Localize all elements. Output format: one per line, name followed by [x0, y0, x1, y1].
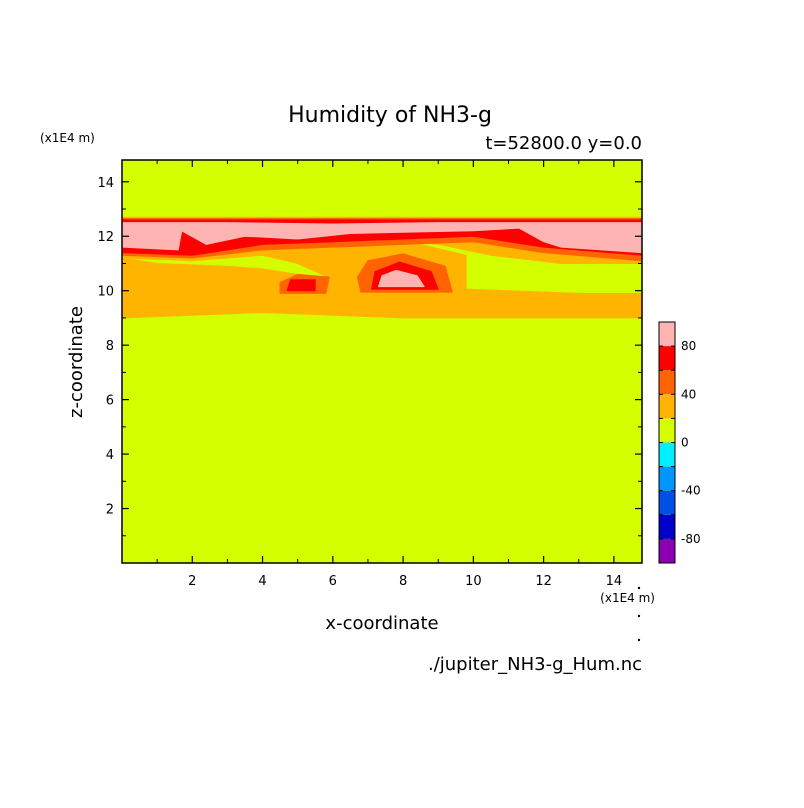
contour-region [378, 269, 425, 288]
x-tick-label: 14 [606, 574, 623, 589]
y-tick-label: 8 [106, 339, 114, 354]
x-tick-label: 10 [465, 574, 482, 589]
colorbar-label: -40 [681, 484, 701, 498]
marker-dot [637, 586, 641, 590]
chart-subtitle: t=52800.0 y=0.0 [485, 133, 642, 154]
colorbar-label: 0 [681, 436, 689, 450]
colorbar-swatch [659, 466, 675, 491]
colorbar-swatch [659, 370, 675, 395]
x-tick-label: 2 [188, 574, 196, 589]
colorbar-swatch [659, 538, 675, 563]
colorbar-label: -80 [681, 532, 701, 546]
x-tick-label: 8 [399, 574, 407, 589]
colorbar-swatch [659, 490, 675, 515]
colorbar-label: 80 [681, 339, 696, 353]
marker-dot [637, 638, 641, 642]
colorbar-swatch [659, 514, 675, 539]
contour-region [122, 222, 642, 254]
contour-fill-layer [122, 160, 642, 563]
y-tick-label: 2 [106, 503, 114, 518]
y-tick-label: 14 [97, 176, 114, 191]
x-tick-label: 4 [258, 574, 266, 589]
colorbar-label: 40 [681, 387, 696, 401]
colorbar: -80 -40 0 40 80 [658, 321, 701, 564]
y-tick-label: 4 [106, 448, 114, 463]
x-tick-label: 6 [329, 574, 337, 589]
colorbar-swatch [659, 322, 675, 347]
colorbar-swatch [659, 394, 675, 419]
contour-region [286, 279, 316, 292]
colorbar-swatch [659, 418, 675, 443]
y-axis: 2 4 6 8 10 12 14 [97, 176, 642, 537]
x-axis-label: x-coordinate [325, 613, 438, 634]
source-file-label: ./jupiter_NH3-g_Hum.nc [428, 654, 642, 675]
x-tick-label: 12 [535, 574, 552, 589]
y-axis-label: z-coordinate [66, 306, 87, 418]
y-tick-label: 12 [97, 230, 114, 245]
colorbar-swatch [659, 442, 675, 467]
colorbar-swatch [659, 346, 675, 371]
plot-frame [121, 159, 643, 564]
y-tick-label: 10 [97, 285, 114, 300]
marker-dot [637, 614, 641, 618]
chart-title: Humidity of NH3-g [288, 103, 492, 128]
x-axis: 2 4 6 8 10 12 14 [156, 160, 623, 589]
y-axis-unit: (x1E4 m) [40, 131, 95, 145]
x-axis-unit: (x1E4 m) [600, 591, 655, 605]
y-tick-label: 6 [106, 394, 114, 409]
